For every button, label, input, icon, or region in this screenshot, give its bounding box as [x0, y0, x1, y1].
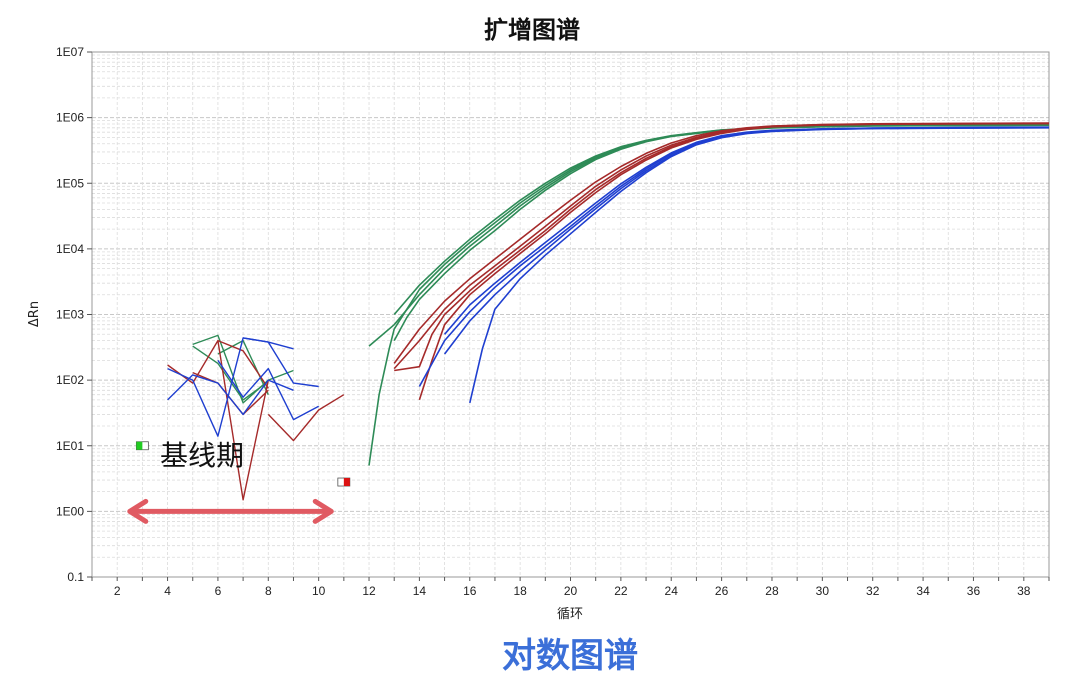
amplification-curve-blue — [418, 126, 1050, 387]
amplification-curve-green — [393, 124, 1050, 341]
noise-line-blue — [242, 337, 319, 388]
y-tick-label: 1E06 — [56, 111, 84, 125]
x-tick-label: 12 — [362, 584, 376, 598]
grid — [91, 51, 1050, 578]
baseline-noise-lines — [167, 334, 345, 501]
y-tick-label: 1E04 — [56, 242, 84, 256]
y-axis-ticks: 0.1 1E00 1E01 1E02 1E03 1E04 1E05 1E06 1E07 — [56, 45, 92, 584]
x-tick-label: 30 — [816, 584, 830, 598]
y-axis-label: ΔRn — [27, 301, 42, 327]
noise-line-green — [192, 334, 294, 404]
x-tick-label: 26 — [715, 584, 729, 598]
noise-line-red — [217, 339, 269, 389]
amplification-curve-red — [418, 122, 1050, 401]
x-tick-label: 4 — [164, 584, 171, 598]
x-tick-label: 10 — [312, 584, 326, 598]
x-tick-label: 16 — [463, 584, 477, 598]
x-tick-label: 14 — [413, 584, 427, 598]
x-tick-label: 34 — [916, 584, 930, 598]
y-tick-label: 1E01 — [56, 439, 84, 453]
x-tick-label: 8 — [265, 584, 272, 598]
amplification-curves — [368, 122, 1050, 466]
amplification-curve-blue — [469, 127, 1050, 404]
x-tick-label: 18 — [513, 584, 527, 598]
noise-line-green — [192, 345, 269, 401]
amplification-curve-green — [368, 124, 1050, 347]
y-tick-label: 1E00 — [56, 504, 84, 518]
threshold-marker-fill — [343, 478, 350, 487]
x-tick-label: 24 — [665, 584, 679, 598]
y-tick-label: 1E07 — [56, 45, 84, 59]
x-axis-label: 循环 — [557, 607, 583, 622]
baseline-arrow — [127, 498, 334, 524]
threshold-markers — [135, 441, 351, 487]
chart-caption: 对数图谱 — [502, 636, 638, 676]
y-tick-label: 1E02 — [56, 373, 84, 387]
amplification-curve-red — [393, 122, 1050, 370]
arrow-head-right — [312, 498, 334, 524]
x-tick-label: 20 — [564, 584, 578, 598]
noise-line-blue — [167, 374, 294, 416]
noise-line-red — [267, 394, 345, 442]
x-tick-label: 22 — [614, 584, 628, 598]
y-tick-label: 0.1 — [67, 570, 84, 584]
chart-title: 扩增图谱 — [484, 16, 580, 44]
x-tick-label: 32 — [866, 584, 880, 598]
baseline-label: 基线期 — [160, 439, 244, 472]
threshold-marker-fill — [136, 441, 143, 450]
x-axis-ticks: 2 4 6 8 10 12 14 16 18 20 22 24 26 28 30 32 34 36 38 — [91, 577, 1050, 598]
x-tick-label: 36 — [967, 584, 981, 598]
arrow-head-left — [127, 498, 149, 524]
noise-line-blue — [217, 360, 320, 421]
y-tick-label: 1E05 — [56, 176, 84, 190]
y-tick-label: 1E03 — [56, 308, 84, 322]
x-tick-label: 2 — [114, 584, 121, 598]
x-tick-label: 6 — [215, 584, 222, 598]
x-tick-label: 28 — [765, 584, 779, 598]
x-tick-label: 38 — [1017, 584, 1031, 598]
